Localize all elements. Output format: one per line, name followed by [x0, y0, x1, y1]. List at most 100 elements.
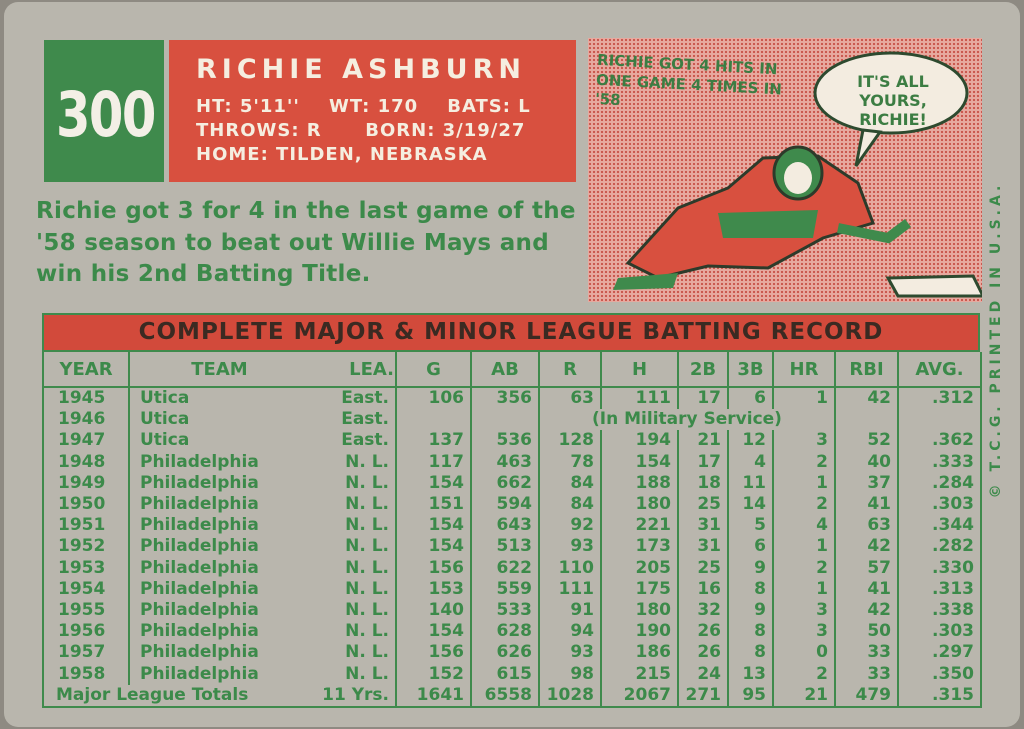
table-cell: 42 — [834, 536, 899, 558]
column-header: YEAR — [42, 352, 130, 388]
table-cell: 11 — [727, 472, 774, 494]
totals-cell: Major League Totals — [42, 684, 309, 708]
table-cell: 1954 — [42, 578, 130, 600]
table-cell: 156 — [395, 557, 472, 579]
player-blurb: Richie got 3 for 4 in the last game of t… — [36, 198, 576, 288]
table-cell: 41 — [834, 493, 899, 516]
table-cell: Philadelphia — [128, 472, 309, 494]
table-cell: 1 — [772, 472, 836, 494]
table-cell: 594 — [470, 493, 540, 516]
column-header: HR — [772, 352, 836, 388]
table-row: 1945 Utica East. 106 356 63 111 17 6 1 42.312 — [42, 387, 982, 410]
table-cell: 93 — [538, 536, 602, 558]
table-cell: 63 — [834, 515, 899, 537]
table-cell: 13 — [727, 663, 774, 685]
table-cell: Philadelphia — [128, 451, 309, 473]
table-cell: N. L. — [309, 493, 397, 516]
table-cell: 16 — [677, 578, 729, 600]
table-cell: .362 — [897, 430, 982, 452]
table-cell: 128 — [538, 430, 602, 452]
table-cell: N. L. — [309, 536, 397, 558]
table-cell: 154 — [395, 621, 472, 643]
table-row: 1957 Philadelphia N. L. 156 626 93 186 26 8 0 33.2… — [42, 642, 982, 664]
table-cell: 4 — [772, 515, 836, 537]
table-cell: 0 — [772, 642, 836, 664]
table-cell: 106 — [395, 387, 472, 410]
table-cell: 1 — [772, 578, 836, 600]
table-cell: 2 — [772, 451, 836, 473]
table-cell: .333 — [897, 451, 982, 473]
table-cell: 1956 — [42, 621, 130, 643]
table-row: 1956 Philadelphia N. L. 154 628 94 190 26 8 3 50.3… — [42, 621, 982, 643]
table-cell: 180 — [600, 493, 679, 516]
table-cell: 40 — [834, 451, 899, 473]
table-row: 1946 Utica East. (In Military Service) — [42, 409, 982, 431]
table-cell: 32 — [677, 599, 729, 622]
table-cell: 194 — [600, 430, 679, 452]
table-cell: 78 — [538, 451, 602, 473]
column-header: G — [395, 352, 472, 388]
table-row: 1949 Philadelphia N. L. 154 662 84 188 18 11 1 37.… — [42, 472, 982, 494]
table-cell: 536 — [470, 430, 540, 452]
player-name: RICHIE ASHBURN — [196, 54, 526, 85]
table-cell: 98 — [538, 663, 602, 685]
totals-cell: 21 — [772, 684, 836, 708]
table-cell: .303 — [897, 493, 982, 516]
table-cell: Philadelphia — [128, 557, 309, 579]
table-cell: 1958 — [42, 663, 130, 685]
table-cell: Philadelphia — [128, 599, 309, 622]
table-cell: 9 — [727, 557, 774, 579]
table-cell: 2 — [772, 557, 836, 579]
table-cell: 92 — [538, 515, 602, 537]
table-cell: 31 — [677, 536, 729, 558]
column-header: AB — [470, 352, 540, 388]
table-cell: 628 — [470, 621, 540, 643]
table-cell: 42 — [834, 599, 899, 622]
table-row: 1952 Philadelphia N. L. 154 513 93 173 31 6 1 42.2… — [42, 536, 982, 558]
table-cell: N. L. — [309, 663, 397, 685]
table-cell: 356 — [470, 387, 540, 410]
table-cell — [834, 409, 899, 431]
table-cell: N. L. — [309, 472, 397, 494]
table-cell: N. L. — [309, 578, 397, 600]
table-cell: .303 — [897, 621, 982, 643]
table-cell: 94 — [538, 621, 602, 643]
table-cell: 25 — [677, 493, 729, 516]
totals-cell: 1641 — [395, 684, 472, 708]
table-row: 1953 Philadelphia N. L. 156 622 110 205 25 9 2 57.… — [42, 557, 982, 579]
table-cell: 1 — [772, 536, 836, 558]
table-cell: 42 — [834, 387, 899, 410]
table-cell: 154 — [395, 536, 472, 558]
table-cell: 63 — [538, 387, 602, 410]
cartoon-caption: RICHIE GOT 4 HITS IN ONE GAME 4 TIMES IN… — [594, 50, 783, 110]
table-cell: 17 — [677, 451, 729, 473]
table-cell: 205 — [600, 557, 679, 579]
table-cell: 26 — [677, 642, 729, 664]
table-cell: 18 — [677, 472, 729, 494]
table-cell — [395, 409, 472, 431]
table-cell: 8 — [727, 621, 774, 643]
cartoon-panel: RICHIE GOT 4 HITS IN ONE GAME 4 TIMES IN… — [588, 38, 982, 302]
table-cell: 533 — [470, 599, 540, 622]
table-cell: 111 — [538, 578, 602, 600]
table-cell: N. L. — [309, 621, 397, 643]
player-bio-box: RICHIE ASHBURN HT: 5'11'' WT: 170 BATS: … — [169, 40, 576, 182]
table-cell: 186 — [600, 642, 679, 664]
column-header: H — [600, 352, 679, 388]
totals-cell: 11 Yrs. — [309, 684, 397, 708]
table-row: 1948 Philadelphia N. L. 117 463 78 154 17 4 2 40.3… — [42, 451, 982, 473]
table-cell: Utica — [128, 387, 309, 410]
table-cell: N. L. — [309, 515, 397, 537]
column-header: RBI — [834, 352, 899, 388]
table-cell: 84 — [538, 493, 602, 516]
table-cell: .284 — [897, 472, 982, 494]
table-cell: 221 — [600, 515, 679, 537]
table-cell: 6 — [727, 387, 774, 410]
table-cell: 2 — [772, 663, 836, 685]
totals-cell: .315 — [897, 684, 982, 708]
table-cell: 615 — [470, 663, 540, 685]
table-row: 1951 Philadelphia N. L. 154 643 92 221 31 5 4 63.3… — [42, 515, 982, 537]
table-header-row: YEAR TEAM LEA. G AB R H 2B 3B HR RBI AVG. — [42, 352, 982, 388]
table-cell: 156 — [395, 642, 472, 664]
copyright-side-text: © T.C.G. PRINTED IN U.S.A. — [984, 140, 1008, 540]
